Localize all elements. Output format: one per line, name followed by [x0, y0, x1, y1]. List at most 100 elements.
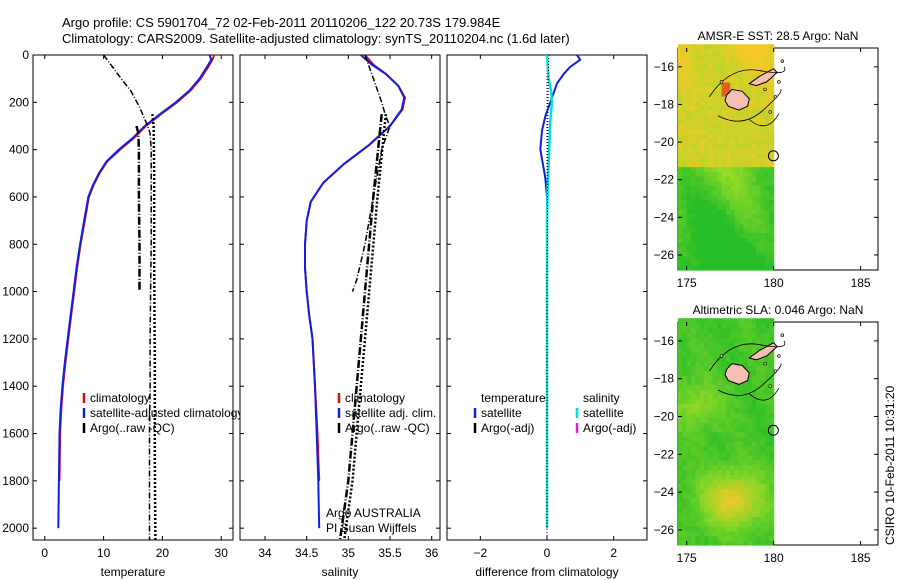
- axes-box: [32, 54, 234, 541]
- y-tick-label: 1600: [2, 427, 29, 441]
- legend-item-climatology: climatology: [90, 391, 150, 405]
- legend-item-sal-argo: Argo(-adj): [583, 421, 636, 435]
- small-island: [777, 354, 781, 358]
- map-x-tick-label: 185: [851, 276, 871, 290]
- island-viti-levu: [724, 88, 750, 111]
- map-x-tick-label: 175: [677, 276, 697, 290]
- y-tick-label: 1400: [2, 379, 29, 393]
- map-y-tick-label: −20: [654, 135, 675, 149]
- panel-2: 34 34.5 35 35.5 36 salinity climatologysatelli…: [239, 54, 441, 579]
- map-y-tick-label: −18: [654, 372, 675, 386]
- small-island: [719, 354, 724, 358]
- panel-3: −2 0 2 difference from climatology temperatu…: [446, 54, 648, 579]
- legend-item-climatology: climatology: [345, 391, 405, 405]
- series-line-argo-raw-qc--2: [102, 55, 152, 540]
- plots: 0 10 20 30020040060080010001200140016001800…: [2, 29, 879, 579]
- small-island: [780, 59, 785, 63]
- float-position-marker: [767, 424, 779, 436]
- contour-line: [717, 89, 782, 122]
- map-land: [708, 59, 786, 127]
- axes-box: [239, 54, 441, 541]
- x-axis-label: difference from climatology: [475, 565, 618, 579]
- map-y-tick-label: −18: [654, 97, 675, 111]
- legend-item-temp-argo: Argo(-adj): [481, 421, 534, 435]
- map-y-tick-label: −24: [654, 210, 675, 224]
- title-line-2: Climatology: CARS2009. Satellite-adjuste…: [62, 31, 570, 46]
- series-line-satellite-adjusted-climatology-1: [57, 55, 213, 529]
- x-tick-label: 0: [41, 546, 48, 560]
- map-field: [678, 318, 775, 546]
- map-y-tick-label: −16: [654, 60, 675, 74]
- x-tick-label: 34.5: [295, 546, 319, 560]
- series-group: [304, 55, 406, 540]
- small-island: [768, 384, 772, 388]
- small-island: [773, 95, 778, 99]
- series-line-argo-raw-qc--3: [338, 113, 383, 540]
- series-line-argo-raw-qc--4: [342, 113, 388, 540]
- x-tick-label: 35: [342, 546, 356, 560]
- x-axis-label: salinity: [322, 565, 359, 579]
- x-tick-label: 36: [425, 546, 439, 560]
- x-axis-label: temperature: [101, 565, 166, 579]
- x-tick-label: −2: [473, 546, 487, 560]
- map-sla: 175 180 185 −16 −18 −20 −22 −24 −26 Altimetric SL…: [654, 303, 879, 565]
- map-title: AMSR-E SST: 28.5 Argo: NaN: [698, 29, 859, 43]
- legend-heading-salinity: salinity: [583, 391, 620, 405]
- map-x-tick-label: 180: [764, 551, 784, 565]
- y-tick-label: 200: [9, 95, 29, 109]
- map-x-tick-label: 185: [851, 551, 871, 565]
- map-y-tick-label: −24: [654, 485, 675, 499]
- map-y-tick-label: −26: [654, 248, 675, 262]
- x-tick-label: 20: [156, 546, 170, 560]
- contour-line: [749, 113, 780, 127]
- small-island: [768, 110, 772, 114]
- legend-item-argo: Argo(..raw -QC): [345, 421, 430, 435]
- series-group: [539, 55, 582, 540]
- series-line-argo-raw-qc--4: [151, 113, 157, 540]
- legend-item-sal-satellite: satellite: [583, 406, 624, 420]
- map-x-tick-label: 175: [677, 551, 697, 565]
- side-stamp: CSIRO 10-Feb-2011 10:31:20: [883, 385, 897, 545]
- small-island: [763, 87, 767, 92]
- legend-item-temp-satellite: satellite: [481, 406, 522, 420]
- map-sst: 175 180 185 −16 −18 −20 −22 −24 −26 AMSR-E SST: 2…: [654, 29, 879, 290]
- y-tick-label: 1800: [2, 474, 29, 488]
- small-island: [780, 333, 785, 337]
- y-tick-label: 1200: [2, 332, 29, 346]
- legend-heading-temperature: temperature: [481, 391, 546, 405]
- legend-item-argo: Argo(..raw -QC): [90, 421, 175, 435]
- series-line-argo-adj--2: [546, 55, 550, 529]
- y-tick-label: 400: [9, 143, 29, 157]
- y-tick-label: 2000: [2, 521, 29, 535]
- series-line-satellite-adj-clim--1: [304, 55, 406, 529]
- y-tick-label: 600: [9, 190, 29, 204]
- x-tick-label: 0: [544, 546, 551, 560]
- annotation-pi: PI Susan Wijffels: [326, 521, 416, 535]
- series-line-argo-raw-qc--3: [135, 125, 141, 292]
- small-island: [719, 80, 724, 84]
- small-island: [773, 369, 778, 373]
- map-y-tick-label: −16: [654, 334, 675, 348]
- y-tick-label: 0: [22, 48, 29, 62]
- map-y-tick-label: −22: [654, 447, 675, 461]
- annotation-argo-australia: Argo AUSTRALIA: [326, 506, 421, 520]
- y-tick-label: 1000: [2, 285, 29, 299]
- legend-item-satellite: satellite adj. clim.: [345, 406, 436, 420]
- island-viti-levu: [724, 363, 750, 385]
- series-group: [57, 55, 216, 540]
- x-tick-label: 30: [215, 546, 229, 560]
- map-land: [708, 333, 786, 401]
- contour-line: [749, 387, 780, 401]
- title-line-1: Argo profile: CS 5901704_72 02-Feb-2011 …: [62, 15, 501, 30]
- x-tick-label: 10: [97, 546, 111, 560]
- small-island: [777, 80, 781, 84]
- map-title: Altimetric SLA: 0.046 Argo: NaN: [693, 303, 864, 317]
- map-x-tick-label: 180: [764, 276, 784, 290]
- x-tick-label: 2: [610, 546, 617, 560]
- legend-item-satellite-adjusted: satellite-adjusted climatology: [90, 406, 243, 420]
- panel-1: 0 10 20 30 0 200 400 600 800 1000 1200 1400 1600 1800…: [2, 48, 243, 579]
- y-tick-label: 800: [9, 237, 29, 251]
- float-position-marker: [767, 150, 779, 162]
